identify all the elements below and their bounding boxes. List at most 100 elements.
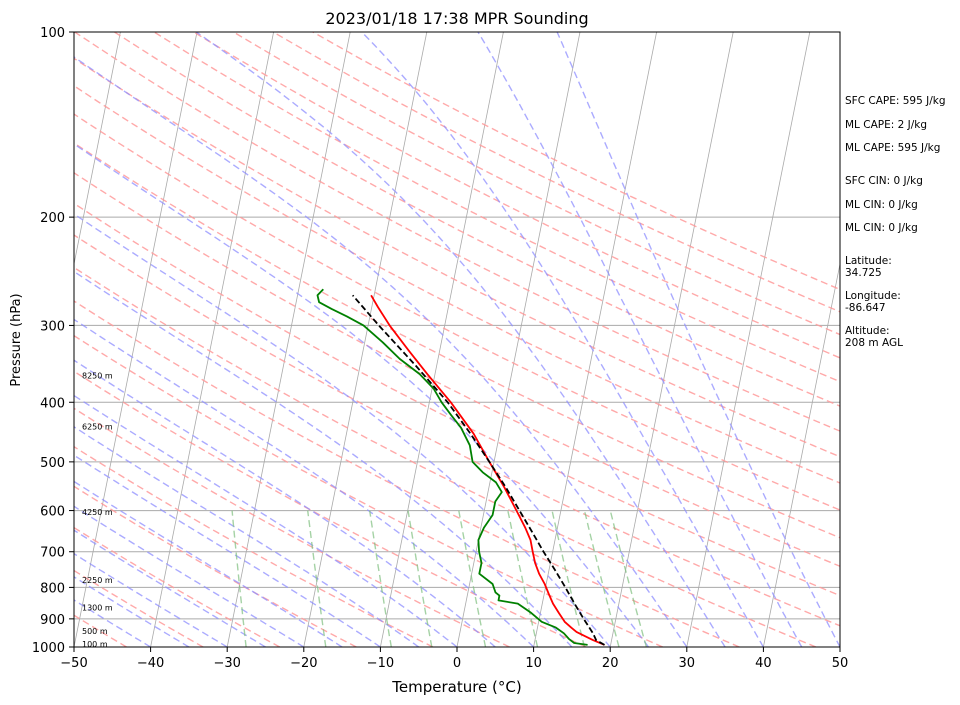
x-axis-ticks: −50 −40 −30 −20 −10 0 10 20 30 40 50 bbox=[60, 647, 848, 671]
sfc-cin-label: SFC CIN: 0 J/kg bbox=[845, 175, 923, 187]
moist-adiabat bbox=[74, 143, 650, 647]
moist-adiabat bbox=[74, 359, 496, 647]
moist-adiabat bbox=[74, 270, 573, 647]
moist-adiabat bbox=[361, 32, 764, 647]
dry-adiabat bbox=[74, 407, 510, 647]
x-tick-label: −40 bbox=[137, 656, 164, 671]
x-tick-label: −10 bbox=[367, 656, 394, 671]
isotherm-line bbox=[686, 32, 811, 647]
height-label: 4250 m bbox=[82, 508, 113, 517]
dry-adiabat bbox=[193, 32, 840, 359]
mixing-ratio-line bbox=[507, 510, 539, 647]
height-label: 6250 m bbox=[82, 423, 113, 432]
moist-adiabat bbox=[74, 318, 535, 647]
mixing-ratio-line bbox=[551, 510, 586, 647]
y-tick-label: 800 bbox=[40, 581, 65, 596]
profile-series bbox=[316, 288, 605, 646]
dry-adiabat bbox=[114, 32, 840, 407]
mixing-ratio-line bbox=[369, 510, 392, 647]
ml-cape-label-2: ML CAPE: 595 J/kg bbox=[845, 142, 941, 154]
dry-adiabat bbox=[272, 32, 840, 313]
y-axis-label: Pressure (hPa) bbox=[9, 293, 24, 386]
dry-adiabat bbox=[74, 172, 840, 568]
longitude-label: Longitude: -86.647 bbox=[845, 290, 901, 314]
dry-adiabat bbox=[74, 113, 840, 511]
chart-title: 2023/01/18 17:38 MPR Sounding bbox=[325, 9, 588, 28]
mixing-ratio-line bbox=[609, 510, 648, 647]
parcel-path-line bbox=[352, 294, 605, 646]
dry-adiabat bbox=[74, 234, 840, 627]
isotherm-line bbox=[74, 32, 198, 647]
ml-cin-label: ML CIN: 0 J/kg bbox=[845, 199, 918, 211]
isotherm-line bbox=[226, 32, 351, 647]
height-label: 2250 m bbox=[82, 576, 113, 585]
dewpoint-line bbox=[316, 288, 588, 646]
dry-adiabat bbox=[74, 202, 840, 597]
mixing-ratio-line bbox=[307, 510, 327, 647]
dry-adiabat bbox=[74, 370, 587, 647]
height-labels: 100 m 500 m 1300 m 2250 m 4250 m 6250 m 8250 m bbox=[82, 372, 113, 649]
isotherm-line bbox=[609, 32, 734, 647]
dry-adiabat bbox=[74, 334, 663, 647]
isotherm-line bbox=[763, 261, 840, 647]
mixing-ratio-lines bbox=[231, 510, 648, 647]
y-tick-label: 900 bbox=[40, 613, 65, 628]
latitude-label: Latitude: 34.725 bbox=[845, 255, 892, 279]
y-tick-label: 100 bbox=[40, 26, 65, 41]
isotherm-lines bbox=[74, 32, 840, 647]
isotherm-line bbox=[533, 32, 657, 647]
mixing-ratio-line bbox=[458, 510, 487, 647]
moist-adiabat bbox=[74, 394, 458, 647]
moist-adiabat bbox=[74, 505, 305, 647]
ml-cin-label-2: ML CIN: 0 J/kg bbox=[845, 222, 918, 234]
isotherm-line bbox=[303, 32, 428, 647]
moist-adiabat bbox=[477, 32, 803, 647]
isotherm-line bbox=[456, 32, 581, 647]
x-tick-label: −30 bbox=[213, 656, 240, 671]
x-tick-label: 40 bbox=[755, 656, 772, 671]
moist-adiabat bbox=[74, 480, 343, 647]
height-label: 500 m bbox=[82, 627, 108, 636]
y-tick-label: 500 bbox=[40, 456, 65, 471]
y-tick-label: 200 bbox=[40, 211, 65, 226]
x-tick-label: 30 bbox=[679, 656, 696, 671]
moist-adiabats bbox=[74, 32, 840, 647]
sfc-cape-label: SFC CAPE: 595 J/kg bbox=[845, 95, 946, 107]
moist-adiabat bbox=[74, 213, 611, 647]
isotherm-line bbox=[74, 32, 121, 267]
temperature-line bbox=[370, 294, 605, 646]
dry-adiabat bbox=[74, 142, 840, 539]
dry-adiabat bbox=[74, 445, 434, 647]
y-tick-label: 300 bbox=[40, 319, 65, 334]
x-axis-label: Temperature (°C) bbox=[391, 678, 521, 696]
y-tick-label: 1000 bbox=[32, 641, 65, 656]
x-tick-label: 50 bbox=[832, 656, 849, 671]
mixing-ratio-line bbox=[231, 510, 247, 647]
x-tick-label: 0 bbox=[453, 656, 461, 671]
dry-adiabat bbox=[153, 32, 840, 383]
y-tick-label: 600 bbox=[40, 505, 65, 520]
x-tick-label: −20 bbox=[290, 656, 317, 671]
x-tick-label: 20 bbox=[602, 656, 619, 671]
dry-adiabat bbox=[233, 32, 840, 336]
x-tick-label: −50 bbox=[60, 656, 87, 671]
mixing-ratio-line bbox=[583, 510, 620, 647]
y-tick-label: 700 bbox=[40, 546, 65, 561]
height-label: 100 m bbox=[82, 640, 108, 649]
height-label: 1300 m bbox=[82, 603, 113, 612]
y-tick-label: 400 bbox=[40, 396, 65, 411]
dry-adiabat bbox=[74, 526, 281, 647]
isotherm-line bbox=[380, 32, 504, 647]
moist-adiabat bbox=[556, 32, 840, 647]
dry-adiabat bbox=[74, 266, 817, 647]
dry-adiabat bbox=[74, 485, 357, 647]
moist-adiabat bbox=[74, 599, 151, 647]
x-tick-label: 10 bbox=[525, 656, 542, 671]
height-label: 8250 m bbox=[82, 372, 113, 381]
altitude-label: Altitude: 208 m AGL bbox=[845, 325, 903, 349]
y-axis-ticks: 100 200 300 400 500 600 700 800 900 1000 bbox=[32, 26, 74, 656]
moist-adiabat bbox=[195, 32, 726, 647]
isobar-lines bbox=[74, 216, 840, 620]
mixing-ratio-line bbox=[407, 510, 433, 647]
